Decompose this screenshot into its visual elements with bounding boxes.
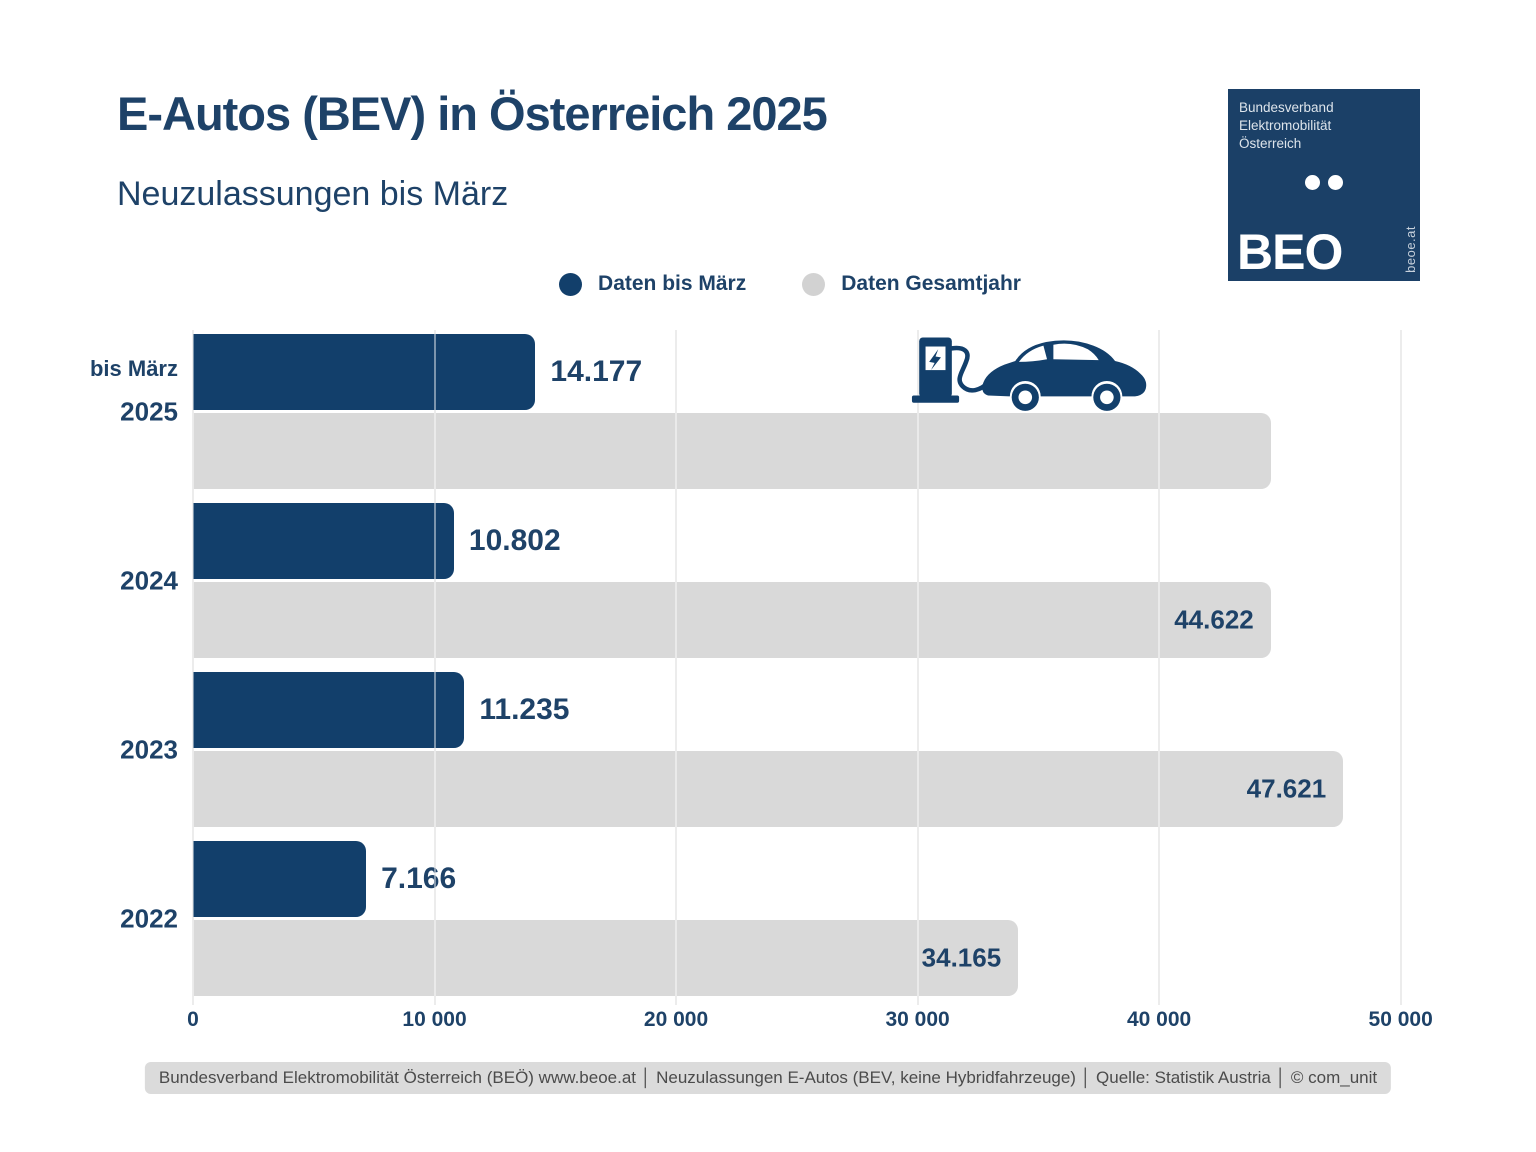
bar-bis-maerz-2023 xyxy=(193,672,465,748)
source-footer: Bundesverband Elektromobilität Österreic… xyxy=(144,1062,1392,1094)
legend-item-0: Daten bis März xyxy=(559,272,746,296)
bar-bis-maerz-2024 xyxy=(193,503,454,579)
beo-logo: Bundesverband Elektromobilität Österreic… xyxy=(1228,89,1420,281)
bar-gesamtjahr-2024 xyxy=(193,582,1271,658)
car-window-icon xyxy=(1053,343,1099,361)
logo-org-line: Elektromobilität xyxy=(1239,117,1332,133)
category-label-2023: 2023 xyxy=(120,734,178,764)
gridline-overlay xyxy=(1399,330,1402,1005)
category-label-2022: 2022 xyxy=(120,903,178,933)
legend-label: Daten bis März xyxy=(598,272,747,295)
logo-org-name: Bundesverband Elektromobilität Österreic… xyxy=(1239,99,1334,152)
gridline-overlay xyxy=(1158,330,1161,1005)
gridline-overlay xyxy=(675,330,678,1005)
value-label-bis-maerz-2025: 14.177 xyxy=(550,355,643,388)
gridline xyxy=(916,330,919,1005)
logo-umlaut-dot-icon xyxy=(1328,175,1343,190)
page-subtitle: Neuzulassungen bis März xyxy=(117,175,509,213)
value-label-gesamtjahr-2022: 34.165 xyxy=(921,942,1002,973)
logo-acronym: BEO xyxy=(1237,224,1343,280)
value-label-gesamtjahr-2024: 44.622 xyxy=(1174,604,1254,635)
x-axis-tick-label: 0 xyxy=(187,1008,199,1031)
bar-gesamtjahr-2025 xyxy=(193,413,1271,489)
value-label-gesamtjahr-2023: 47.621 xyxy=(1246,773,1327,804)
gridline xyxy=(1158,330,1161,1005)
bar-bis-maerz-2025 xyxy=(193,334,536,410)
gridline xyxy=(1399,330,1402,1005)
chart-legend: Daten bis März Daten Gesamtjahr xyxy=(22,272,1536,296)
category-label-2025: 2025 xyxy=(120,396,178,426)
page-title: E-Autos (BEV) in Österreich 2025 xyxy=(117,87,828,140)
car-window-icon xyxy=(1018,345,1048,362)
gridline xyxy=(192,330,194,1005)
x-axis-tick-label: 20 000 xyxy=(643,1008,709,1031)
bar-gesamtjahr-2023 xyxy=(193,751,1344,827)
source-footer-text: Bundesverband Elektromobilität Österreic… xyxy=(158,1068,1378,1087)
gridline-overlay xyxy=(916,330,919,1005)
lightning-bolt-icon xyxy=(929,349,941,371)
legend-item-1: Daten Gesamtjahr xyxy=(802,272,1021,296)
bar-bis-maerz-2022 xyxy=(193,841,367,917)
bar-gesamtjahr-2022 xyxy=(193,920,1019,996)
x-axis-tick-label: 50 000 xyxy=(1368,1008,1433,1031)
legend-label: Daten Gesamtjahr xyxy=(841,272,1021,295)
car-silhouette-icon xyxy=(982,340,1147,397)
value-label-bis-maerz-2023: 11.235 xyxy=(479,693,570,726)
gridline-overlay xyxy=(433,330,436,1005)
gridline-overlay xyxy=(192,330,194,1005)
value-label-bis-maerz-2022: 7.166 xyxy=(381,862,457,895)
category-note-bis-maerz: bis März xyxy=(89,356,178,381)
x-axis-tick-label: 30 000 xyxy=(885,1008,950,1031)
value-label-bis-maerz-2024: 10.802 xyxy=(468,524,561,557)
logo-org-line: Österreich xyxy=(1239,135,1302,151)
legend-dot-icon xyxy=(559,272,583,296)
legend-dot-icon xyxy=(802,272,826,296)
gridline xyxy=(433,330,436,1005)
gridline xyxy=(675,330,678,1005)
x-axis-tick-label: 40 000 xyxy=(1126,1008,1192,1031)
x-axis-tick-label: 10 000 xyxy=(402,1008,467,1031)
ev-charging-car-icon xyxy=(911,337,1147,411)
logo-umlaut-dot-icon xyxy=(1305,175,1320,190)
category-label-2024: 2024 xyxy=(120,565,178,595)
logo-org-line: Bundesverband xyxy=(1239,100,1334,115)
charging-cable-icon xyxy=(949,345,991,393)
